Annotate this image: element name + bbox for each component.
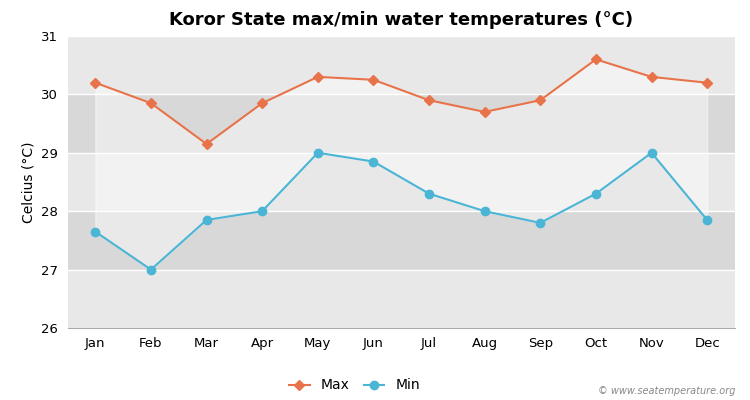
Bar <box>68 94 735 153</box>
Title: Koror State max/min water temperatures (°C): Koror State max/min water temperatures (… <box>170 11 633 29</box>
Legend: Max, Min: Max, Min <box>284 373 426 398</box>
Bar <box>68 36 735 94</box>
Text: © www.seatemperature.org: © www.seatemperature.org <box>598 386 735 396</box>
Bar <box>68 211 735 270</box>
Bar <box>68 153 735 211</box>
Bar <box>68 270 735 328</box>
Y-axis label: Celcius (°C): Celcius (°C) <box>21 141 35 223</box>
